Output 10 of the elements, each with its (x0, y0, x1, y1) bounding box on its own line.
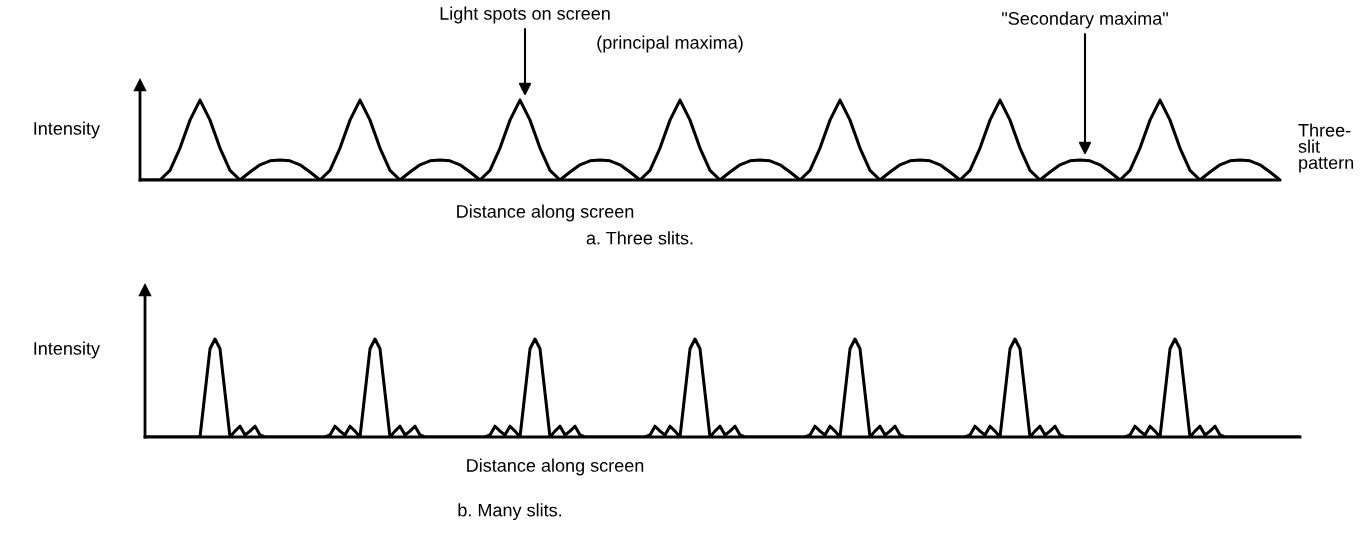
text: (principal maxima) (597, 35, 743, 53)
text: "Secondary maxima" (1002, 11, 1168, 29)
x-axis-title: Distance along screen (457, 204, 634, 222)
y-axis-title: Intensity (34, 341, 100, 359)
x-axis-title: Distance along screen (467, 458, 644, 476)
text: Light spots on screen (440, 6, 610, 24)
text: Three- slit pattern (1298, 123, 1354, 173)
text: b. Many slits. (458, 503, 562, 521)
text: a. Three slits. (586, 231, 693, 245)
y-axis-title: Intensity (34, 121, 100, 139)
